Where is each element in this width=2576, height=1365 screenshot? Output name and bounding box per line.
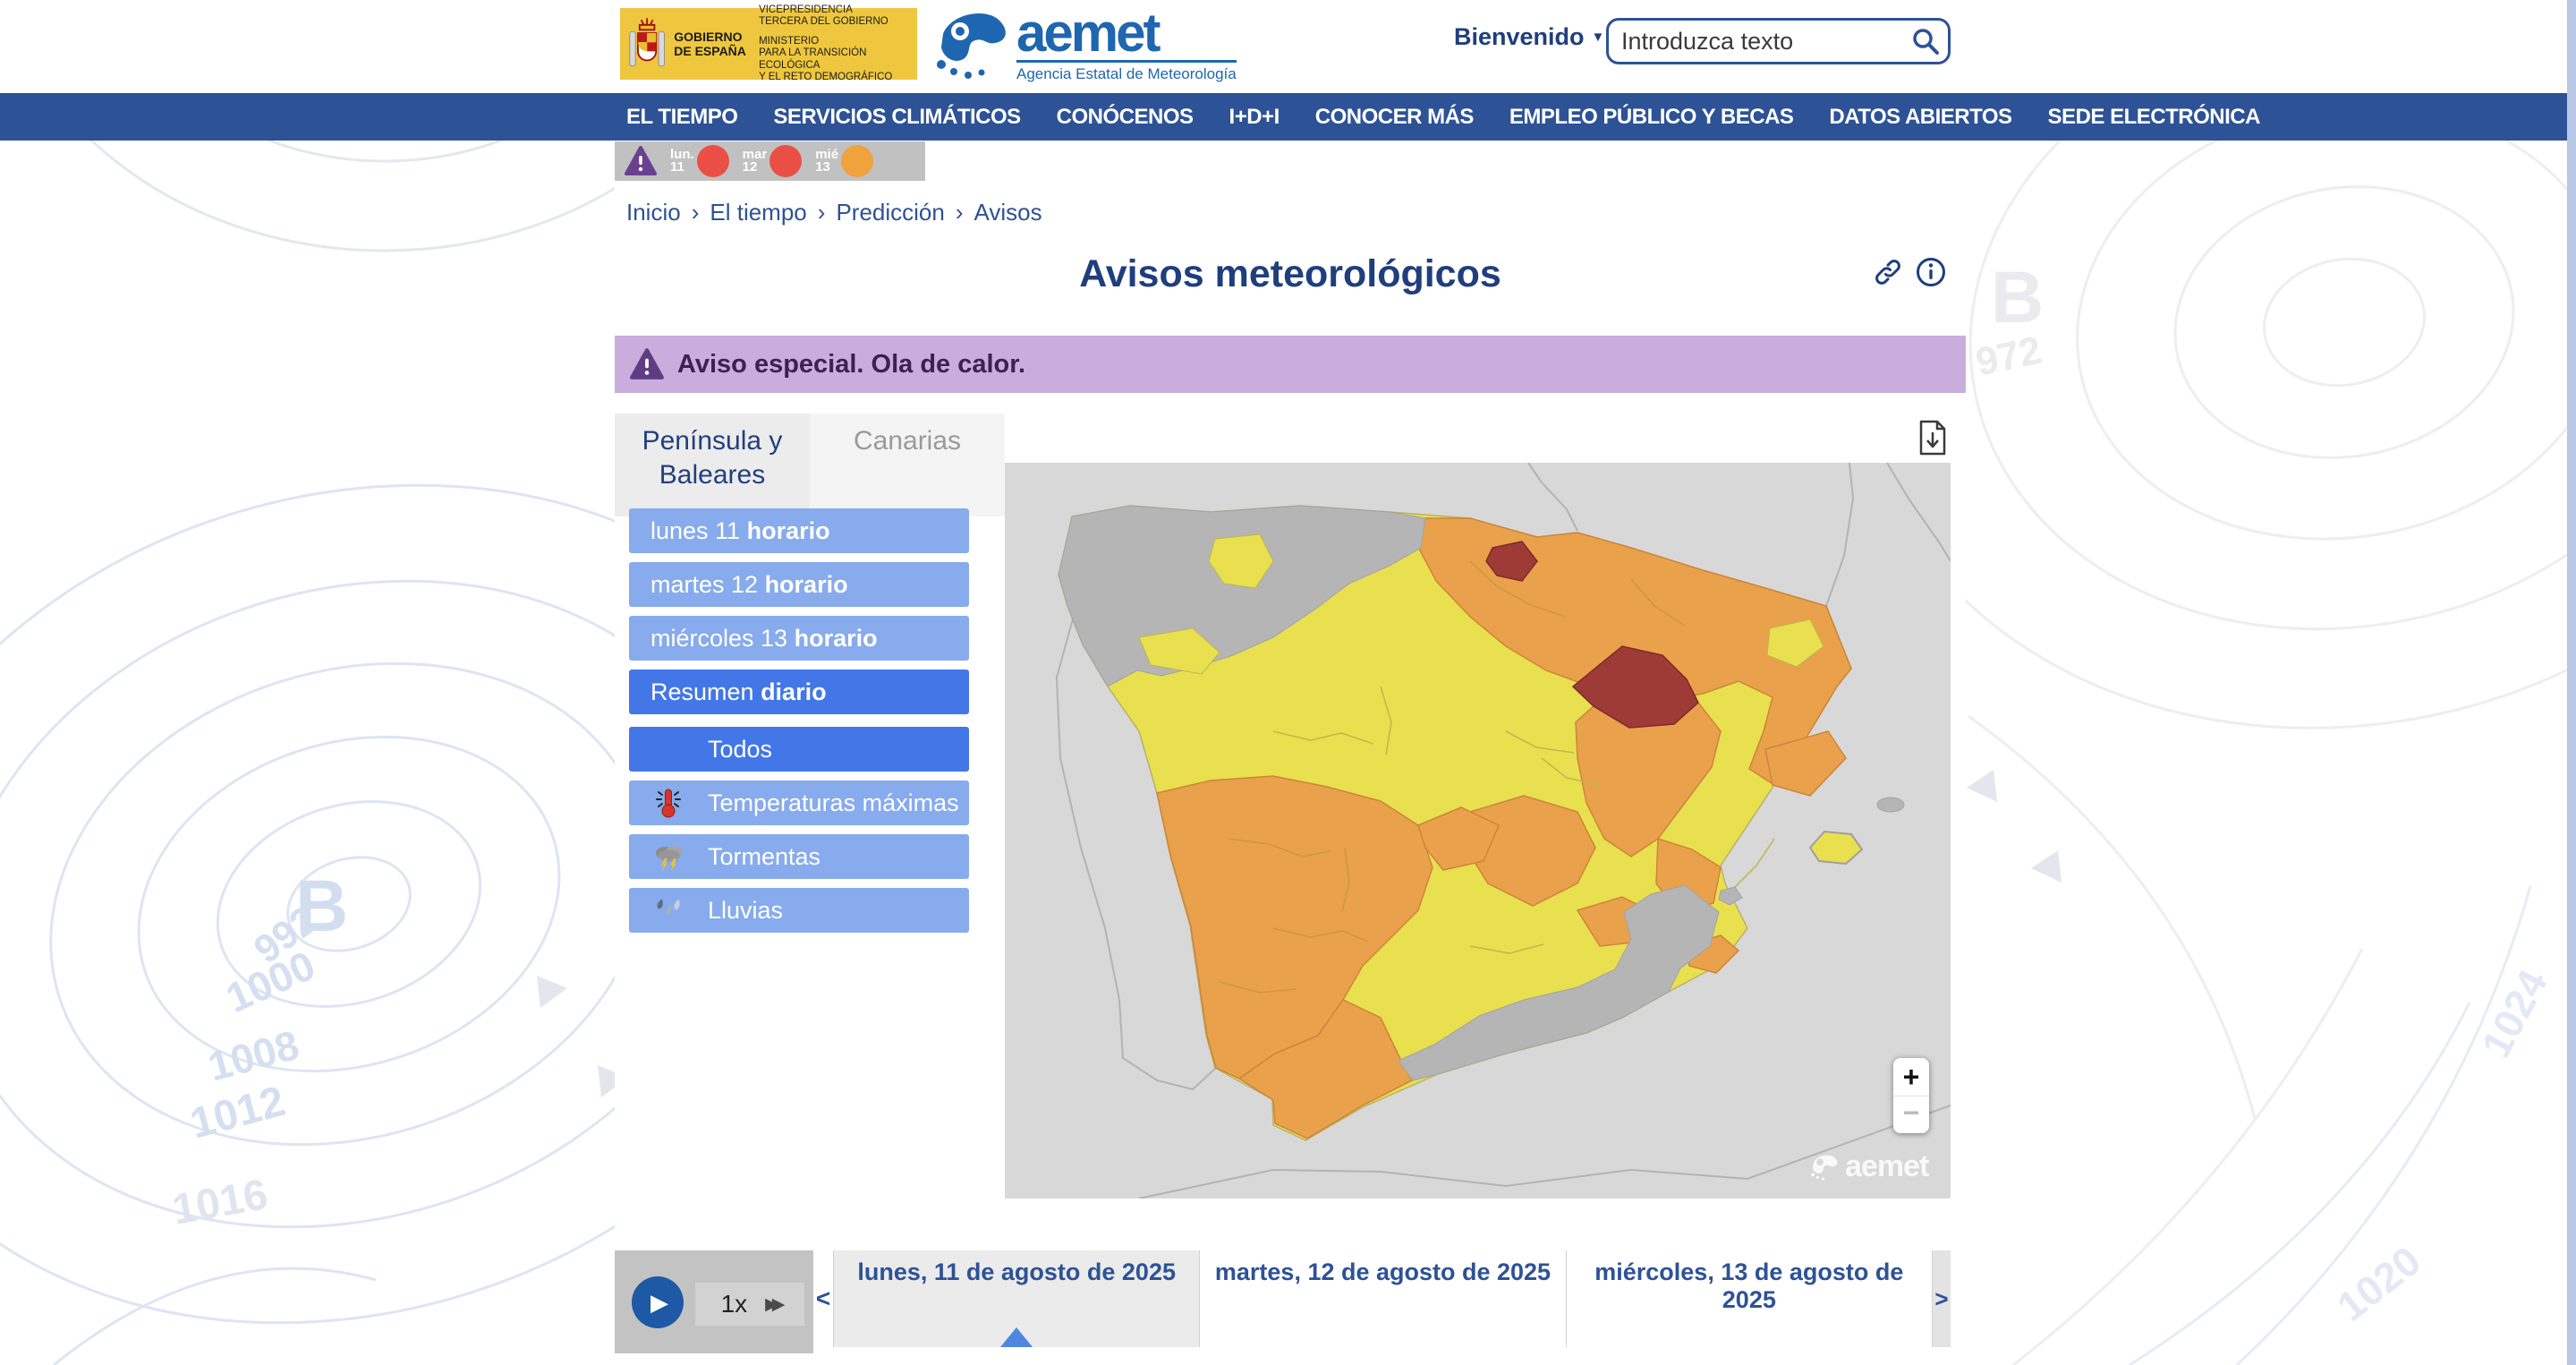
search-icon[interactable]	[1909, 25, 1942, 57]
day-button-resumen-diario[interactable]: Resumen diario	[629, 670, 969, 714]
tab-peninsula-baleares[interactable]: Península y Baleares	[615, 414, 810, 516]
special-warning-banner[interactable]: Aviso especial. Ola de calor.	[615, 336, 1966, 393]
play-button[interactable]: ▶	[632, 1276, 684, 1328]
breadcrumb-separator-icon: ›	[691, 199, 700, 226]
government-logo[interactable]: GOBIERNO DE ESPAÑA VICEPRESIDENCIA TERCE…	[620, 4, 917, 82]
timeline-day-martes[interactable]: martes, 12 de agosto de 2025	[1199, 1250, 1565, 1347]
filter-button-lluvias[interactable]: Lluvias	[629, 888, 969, 933]
warning-level-orange-icon	[841, 145, 874, 177]
warning-days-strip: lun. 11 mar 12 mié 13	[615, 141, 925, 181]
filter-button-tormentas[interactable]: Tormentas	[629, 834, 969, 879]
search-input[interactable]	[1606, 18, 1951, 64]
aemet-swirl-icon	[937, 13, 1006, 79]
nav-item-empleo-publico[interactable]: EMPLEO PÚBLICO Y BECAS	[1509, 104, 1794, 129]
map-zoom-control: + −	[1893, 1058, 1929, 1133]
special-warning-text: Aviso especial. Ola de calor.	[677, 349, 1026, 379]
warning-day-wed[interactable]: mié 13	[815, 144, 874, 178]
breadcrumb-prediccion[interactable]: Predicción	[836, 199, 945, 226]
warning-day-mon[interactable]: lun. 11	[670, 144, 730, 178]
bg-label: B	[295, 866, 348, 947]
aemet-wordmark: aemet Agencia Estatal de Meteorología	[1016, 3, 1237, 82]
timeline-marker	[1000, 1327, 1033, 1347]
zoom-out-button[interactable]: −	[1893, 1096, 1929, 1133]
map-region-red[interactable]	[1485, 541, 1699, 729]
site-search	[1606, 18, 1951, 64]
nav-item-servicios-climaticos[interactable]: SERVICIOS CLIMÁTICOS	[773, 104, 1021, 129]
warning-level-red-icon	[769, 145, 803, 177]
aemet-swirl-icon	[1811, 1155, 1838, 1180]
warning-day-tue[interactable]: mar 12	[743, 144, 803, 178]
warnings-map[interactable]	[1005, 462, 1951, 1199]
nav-item-conocenos[interactable]: CONÓCENOS	[1056, 104, 1194, 129]
gov-name: GOBIERNO DE ESPAÑA	[674, 30, 746, 58]
title-actions	[1872, 256, 1947, 288]
warning-triangle-icon	[625, 146, 657, 175]
bg-label: 1008	[203, 1021, 303, 1090]
nav-item-sede-electronica[interactable]: SEDE ELECTRÓNICA	[2047, 104, 2261, 129]
warning-level-red-icon	[696, 145, 729, 177]
bg-label: B	[1991, 257, 2044, 338]
gov-department: VICEPRESIDENCIA TERCERA DEL GOBIERNO MIN…	[759, 4, 893, 83]
nav-item-el-tiempo[interactable]: EL TIEMPO	[626, 104, 738, 129]
page-scrollbar[interactable]	[2567, 0, 2576, 1365]
breadcrumb-avisos[interactable]: Avisos	[973, 199, 1042, 226]
breadcrumb: Inicio › El tiempo › Predicción › Avisos	[626, 199, 1042, 226]
spain-coat-of-arms-icon	[629, 18, 665, 67]
fast-forward-icon[interactable]: ▶▶	[765, 1294, 785, 1314]
map-region-mallorca[interactable]	[1808, 830, 1864, 866]
timeline-prev-button[interactable]: <	[815, 1284, 831, 1312]
breadcrumb-separator-icon: ›	[955, 199, 964, 226]
breadcrumb-separator-icon: ›	[817, 199, 826, 226]
timeline-day-lunes[interactable]: lunes, 11 de agosto de 2025	[833, 1250, 1200, 1347]
filter-button-todos[interactable]: Todos	[629, 727, 969, 772]
spain-warning-map-svg[interactable]	[1005, 462, 1951, 1199]
timeline: < lunes, 11 de agosto de 2025 martes, 12…	[813, 1250, 1951, 1347]
welcome-menu[interactable]: Bienvenido ▼	[1454, 23, 1605, 50]
day-button-martes-horario[interactable]: martes 12 horario	[629, 562, 969, 607]
map-watermark: aemet	[1809, 1149, 1929, 1184]
nav-item-conocer-mas[interactable]: CONOCER MÁS	[1314, 104, 1475, 129]
storm-icon	[656, 846, 682, 871]
day-button-lunes-horario[interactable]: lunes 11 horario	[629, 508, 969, 553]
map-region-yellow-patch[interactable]	[1138, 533, 1824, 675]
speed-label: 1x	[720, 1290, 748, 1318]
timeline-day-miercoles[interactable]: miércoles, 13 de agosto de 2025	[1565, 1250, 1932, 1347]
animation-controls: ▶ 1x ▶▶	[615, 1250, 813, 1353]
bg-label: 972	[1972, 328, 2045, 385]
breadcrumb-inicio[interactable]: Inicio	[626, 199, 681, 226]
nav-item-idi[interactable]: I+D+I	[1228, 104, 1280, 129]
tab-canarias[interactable]: Canarias	[810, 414, 1005, 516]
site-header: GOBIERNO DE ESPAÑA VICEPRESIDENCIA TERCE…	[0, 0, 2576, 93]
breadcrumb-el-tiempo[interactable]: El tiempo	[710, 199, 807, 226]
rain-icon	[657, 899, 680, 916]
warning-triangle-icon	[630, 348, 664, 380]
play-icon: ▶	[650, 1288, 668, 1316]
speed-control[interactable]: 1x ▶▶	[695, 1283, 804, 1326]
aemet-logo[interactable]: aemet Agencia Estatal de Meteorología	[932, 3, 1237, 82]
nav-item-datos-abiertos[interactable]: DATOS ABIERTOS	[1829, 104, 2012, 129]
permalink-icon[interactable]	[1872, 256, 1904, 288]
chevron-down-icon: ▼	[1591, 30, 1605, 45]
timeline-next-button[interactable]: >	[1931, 1250, 1951, 1347]
download-icon[interactable]	[1917, 419, 1949, 456]
page-title: Avisos meteorológicos	[1079, 252, 1501, 295]
thermometer-max-icon	[656, 789, 681, 818]
day-button-miercoles-horario[interactable]: miércoles 13 horario	[629, 616, 969, 661]
zoom-in-button[interactable]: +	[1902, 1061, 1920, 1093]
filter-button-temperaturas-maximas[interactable]: Temperaturas máximas	[629, 781, 969, 825]
info-icon[interactable]	[1915, 256, 1947, 288]
main-navigation: EL TIEMPO SERVICIOS CLIMÁTICOS CONÓCENOS…	[0, 93, 2576, 141]
